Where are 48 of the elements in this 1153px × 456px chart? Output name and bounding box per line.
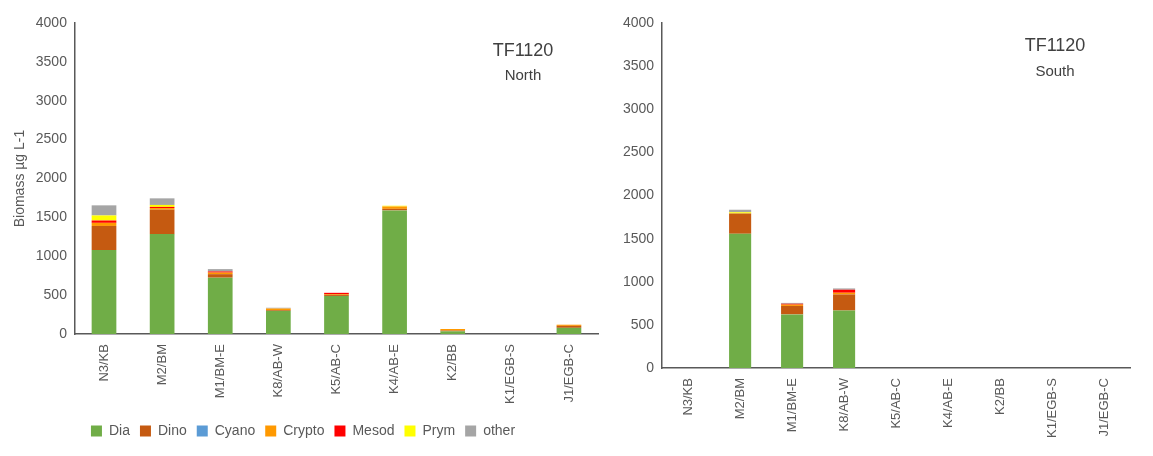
x-tick-label: N3/KB <box>679 378 695 416</box>
annotation: TF1120 <box>492 39 554 60</box>
x-tick-label: M1/BM-E <box>783 377 799 433</box>
x-tick-label: K2/BB <box>991 378 1007 415</box>
y-tick-label: 0 <box>646 358 655 375</box>
y-tick-label: 2500 <box>622 143 655 160</box>
x-tick-label: K1/EGB-S <box>502 343 518 404</box>
y-tick-label: 1500 <box>622 229 655 246</box>
x-tick-label: K5/AB-C <box>328 344 344 395</box>
y-tick-label: 2000 <box>622 186 655 203</box>
y-tick-label: 3500 <box>622 56 655 73</box>
y-tick-label: 1000 <box>622 272 655 289</box>
y-tick-label: 2000 <box>35 169 68 186</box>
x-tick-label: M1/BM-E <box>211 343 227 399</box>
annotation: TF1120 <box>1024 35 1086 55</box>
legend-label: Mesod <box>352 421 395 438</box>
x-tick-label: N3/KB <box>95 344 111 382</box>
x-tick-label: K8/AB-W <box>835 377 851 432</box>
legend-label: Dino <box>157 421 187 438</box>
annotation: South <box>1035 62 1075 79</box>
x-tick-label: K2/BB <box>444 344 460 381</box>
y-tick-label: 3000 <box>35 91 68 108</box>
y-tick-label: 2500 <box>35 130 68 147</box>
y-tick-label: 0 <box>59 324 68 341</box>
y-tick-label: 500 <box>630 315 655 332</box>
x-tick-label: K1/EGB-S <box>1043 377 1059 438</box>
y-tick-label: 3500 <box>35 52 68 69</box>
legend-label: other <box>483 421 516 438</box>
x-tick-label: K8/AB-W <box>269 343 285 398</box>
legend-label: Crypto <box>283 421 325 438</box>
y-tick-label: 4000 <box>622 13 655 30</box>
legend-label: Prym <box>422 421 456 438</box>
x-tick-label: M2/BM <box>731 378 747 420</box>
y-tick-label: 1500 <box>35 208 68 225</box>
x-tick-label: J1/EGB-C <box>1095 378 1111 437</box>
y-tick-label: 1000 <box>35 247 68 264</box>
y-axis-title: Biomass µg L-1 <box>11 129 28 228</box>
x-tick-label: J1/EGB-C <box>560 344 576 403</box>
y-tick-label: 3000 <box>622 100 655 117</box>
x-tick-label: M2/BM <box>153 344 169 386</box>
annotation: North <box>504 66 542 84</box>
x-tick-label: K4/AB-E <box>939 377 955 428</box>
x-tick-label: K5/AB-C <box>887 378 903 429</box>
legend-label: Dia <box>108 421 131 438</box>
y-tick-label: 4000 <box>35 13 68 30</box>
y-tick-label: 500 <box>43 286 68 303</box>
legend-label: Cyano <box>214 421 256 438</box>
x-tick-label: K4/AB-E <box>386 343 402 394</box>
